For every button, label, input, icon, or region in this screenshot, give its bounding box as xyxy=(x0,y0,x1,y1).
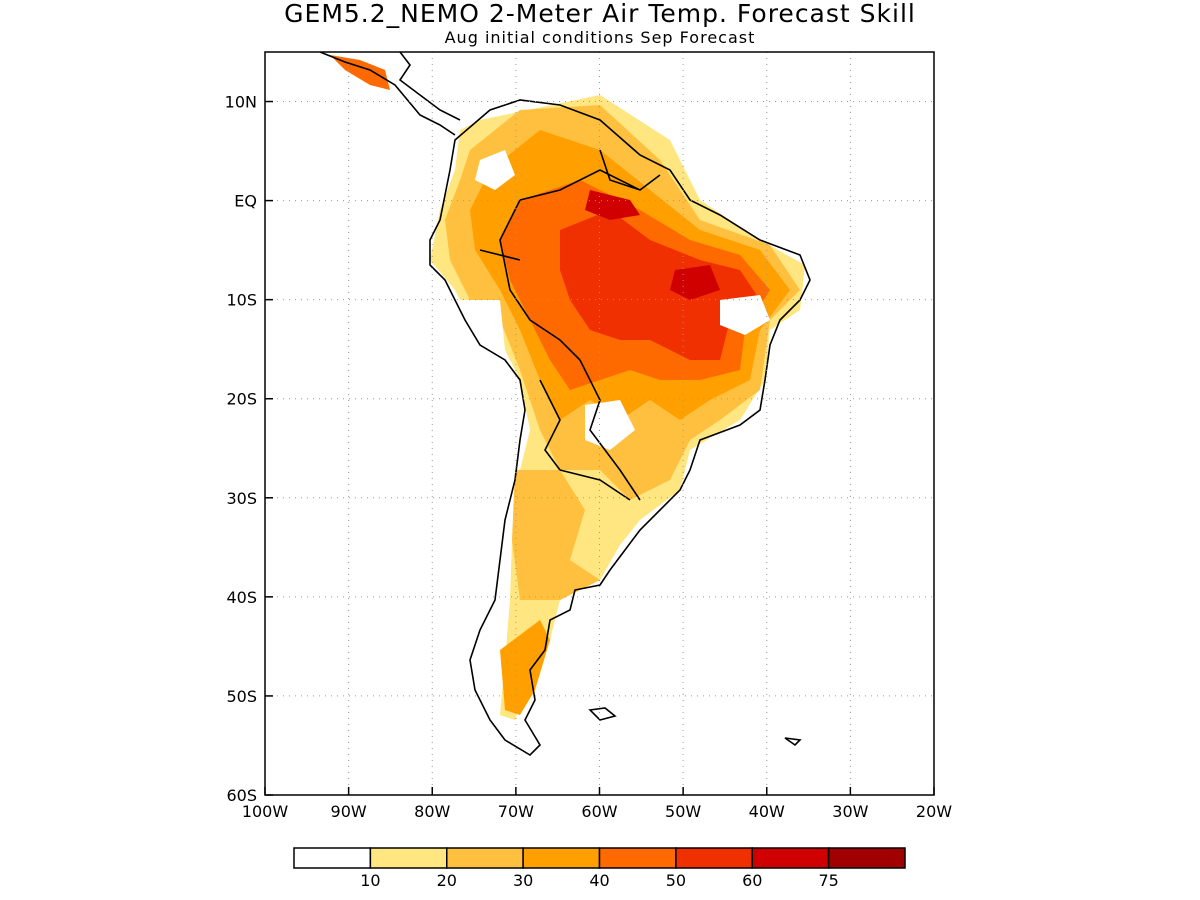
lon-tick-label: 70W xyxy=(498,802,534,821)
colorbar-swatch xyxy=(827,847,906,869)
map-subtitle: Aug initial conditions Sep Forecast xyxy=(444,28,756,47)
skill-area-south xyxy=(512,470,600,600)
colorbar: 10 20 30 40 50 60 75 xyxy=(293,847,906,890)
colorbar-label: 20 xyxy=(437,871,457,890)
lon-tick-label: 30W xyxy=(832,802,868,821)
central-america-north-coast xyxy=(398,52,461,121)
lat-tick-label: 50S xyxy=(226,687,257,706)
colorbar-swatch xyxy=(522,847,601,869)
colorbar-label: 10 xyxy=(360,871,380,890)
south-georgia xyxy=(784,737,802,747)
falkland-islands xyxy=(588,707,617,721)
colorbar-swatch xyxy=(446,847,524,869)
lon-tick-label: 20W xyxy=(916,802,952,821)
low-skill-pocket xyxy=(720,295,770,335)
colorbar-label: 60 xyxy=(742,871,762,890)
lon-tick-label: 100W xyxy=(242,802,289,821)
low-skill-pocket xyxy=(585,400,635,450)
low-skill-pocket xyxy=(455,300,505,370)
colorbar-swatch xyxy=(293,847,372,869)
skill-area-central-america xyxy=(330,55,390,90)
skill-field xyxy=(330,55,805,720)
colorbar-swatch xyxy=(751,847,830,869)
lat-tick-label: 10N xyxy=(225,93,257,112)
lat-tick-label: 20S xyxy=(226,390,257,409)
colorbar-swatch xyxy=(675,847,753,869)
colorbar-label: 50 xyxy=(666,871,686,890)
central-america-coastline xyxy=(319,52,456,136)
lat-tick-label: 10S xyxy=(226,291,257,310)
skill-area-75-plus xyxy=(585,190,720,300)
lat-tick-label: 60S xyxy=(226,786,257,805)
lat-tick-label: 40S xyxy=(226,588,257,607)
axis-ticks: 100W 90W 80W 70W 60W 50W 40W 30W 20W 10N EQ 10S 20S 3… xyxy=(225,93,953,821)
skill-area-60-75 xyxy=(560,210,760,360)
skill-area-patagonia xyxy=(500,620,550,715)
colorbar-label: 75 xyxy=(818,871,838,890)
colorbar-label: 40 xyxy=(589,871,609,890)
low-skill-pocket xyxy=(475,150,515,190)
colorbar-swatch xyxy=(598,847,677,869)
coastlines xyxy=(319,52,811,757)
lon-tick-label: 90W xyxy=(331,802,367,821)
lon-tick-label: 50W xyxy=(665,802,701,821)
lat-tick-label: 30S xyxy=(226,489,257,508)
south-america-coastline xyxy=(429,99,811,757)
country-borders xyxy=(479,149,661,501)
lon-tick-label: 40W xyxy=(749,802,785,821)
map-title: GEM5.2_NEMO 2-Meter Air Temp. Forecast S… xyxy=(284,0,916,28)
colorbar-label: 30 xyxy=(513,871,533,890)
colorbar-swatch xyxy=(369,847,448,869)
lon-tick-label: 80W xyxy=(414,802,450,821)
lat-tick-label: EQ xyxy=(234,192,257,211)
lon-tick-label: 60W xyxy=(581,802,617,821)
